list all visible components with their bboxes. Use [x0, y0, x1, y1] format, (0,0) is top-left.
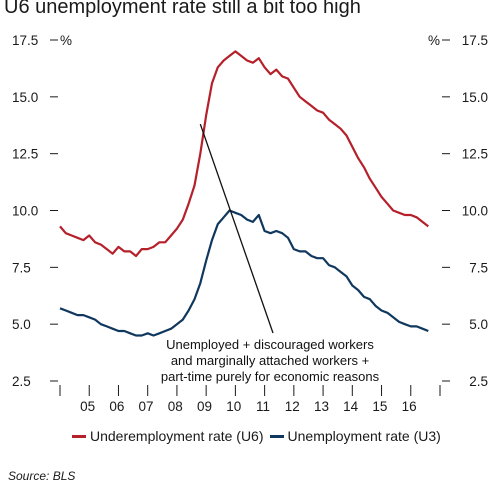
annotation-text-line: Unemployed + discouraged workers: [166, 337, 374, 352]
x-tick-label: 10: [226, 399, 241, 414]
series-line-u3: [59, 209, 429, 337]
y-tick-label-left: 2.5: [12, 374, 31, 389]
y-tick-label-right: 2.5: [469, 374, 488, 389]
annotation-text-line: part-time purely for economic reasons: [161, 369, 380, 384]
y-tick-label-right: 5.0: [469, 317, 488, 332]
y-tick-label-left: 17.5: [12, 33, 38, 48]
x-tick-label: 09: [197, 399, 212, 414]
legend-item-u6: Underemployment rate (U6): [72, 428, 264, 444]
x-axis: 05 06 07 08 09 10 11 12 13 14 15 16: [59, 385, 441, 414]
x-tick-label: 16: [402, 399, 417, 414]
y-tick-label-right: 10.0: [462, 204, 488, 219]
legend-item-u3: Unemployment rate (U3): [269, 428, 441, 444]
y-tick-label-left: 12.5: [12, 147, 38, 162]
chart-title: U6 unemployment rate still a bit too hig…: [4, 0, 361, 18]
line-chart: 17.515.012.510.07.55.02.5% 17.515.012.51…: [12, 33, 488, 414]
x-tick-label: 13: [314, 399, 329, 414]
x-tick-label: 12: [285, 399, 300, 414]
series-group: [59, 50, 429, 337]
annotation-text-line: and marginally attached workers +: [171, 353, 369, 368]
y-tick-label-left: 7.5: [12, 260, 31, 275]
x-tick-label: 15: [372, 399, 387, 414]
legend-swatch-u3: [269, 434, 284, 438]
annotation-pointer-line: [199, 123, 274, 334]
x-tick-label: 07: [139, 399, 154, 414]
y-unit-right: %: [428, 33, 440, 48]
y-axis-right: 17.5 15.0 12.5 10.0 7.5 5.0 2.5%: [428, 33, 488, 389]
y-tick-label-right: 12.5: [462, 147, 488, 162]
y-tick-label-right: 7.5: [469, 260, 488, 275]
y-tick-label-left: 5.0: [12, 317, 31, 332]
x-tick-label: 08: [168, 399, 183, 414]
legend-label-u6: Underemployment rate (U6): [90, 428, 264, 444]
x-tick-label: 06: [109, 399, 124, 414]
legend: Underemployment rate (U6) Unemployment r…: [72, 428, 441, 444]
y-unit-left: %: [60, 33, 72, 48]
y-tick-label-left: 15.0: [12, 90, 38, 105]
legend-label-u3: Unemployment rate (U3): [287, 428, 441, 444]
y-tick-label-right: 17.5: [462, 33, 488, 48]
x-tick-label: 14: [343, 399, 359, 414]
y-tick-label-right: 15.0: [462, 90, 488, 105]
source-note: Source: BLS: [8, 469, 76, 483]
y-axis-left: 17.5 15.0 12.5 10.0 7.5 5.0 2.5%: [12, 33, 72, 389]
x-tick-label: 11: [256, 399, 270, 414]
series-line-u6: [59, 50, 429, 258]
legend-swatch-u6: [72, 434, 86, 438]
y-tick-label-left: 10.0: [12, 204, 38, 219]
x-tick-label: 05: [80, 399, 95, 414]
